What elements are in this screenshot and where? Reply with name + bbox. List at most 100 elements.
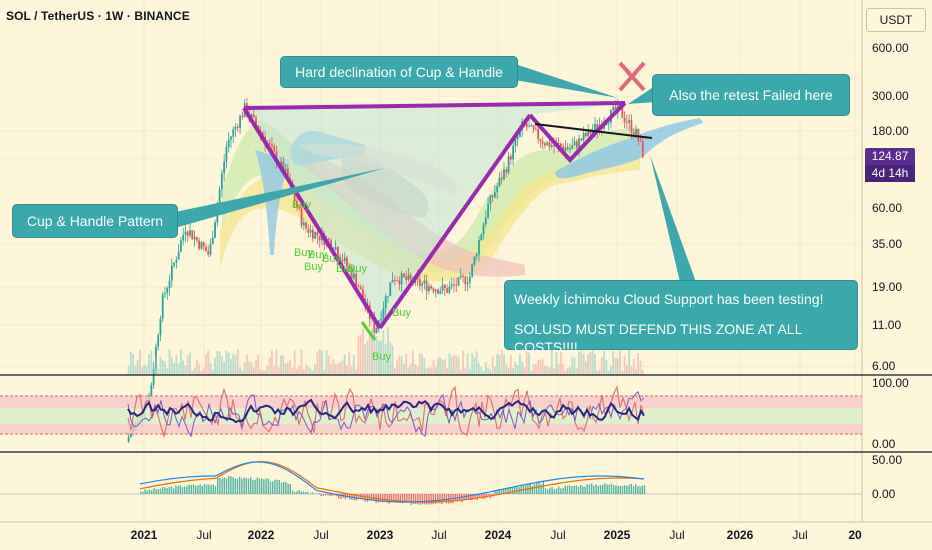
histogram-bar (549, 488, 551, 494)
candle-body (553, 145, 555, 147)
candle-body (418, 279, 421, 286)
histogram-bar (478, 494, 481, 498)
volume-bar (175, 354, 178, 375)
histogram-bar (274, 479, 276, 494)
histogram-bar (247, 478, 250, 494)
volume-bar (300, 349, 303, 375)
volume-bar (437, 358, 439, 375)
volume-bar (314, 364, 317, 375)
price-tick-label: 11.00 (872, 318, 901, 332)
candle-body (302, 222, 305, 226)
histogram-bar (236, 478, 239, 494)
candle-body (239, 115, 241, 128)
histogram-bar (188, 484, 190, 494)
volume-bar (614, 357, 617, 375)
histogram-bar (340, 494, 342, 499)
histogram-bar (164, 487, 166, 494)
histogram-bar (382, 494, 384, 503)
histogram-bar (577, 486, 580, 494)
volume-bar (625, 365, 628, 375)
volume-bar (164, 361, 166, 375)
callout-cloud-support: Weekly İchimoku Cloud Support has been t… (504, 280, 858, 355)
volume-bar (202, 368, 205, 375)
histogram-bar (388, 494, 390, 504)
volume-bar (129, 351, 132, 375)
currency-selector[interactable]: USDT (866, 8, 926, 32)
volume-bar (478, 363, 480, 375)
candle-body (623, 117, 626, 122)
histogram-bar (300, 491, 302, 494)
candle-body (635, 128, 637, 135)
candle-body (503, 169, 505, 180)
volume-bar (289, 359, 292, 375)
volume-bar (373, 333, 376, 375)
volume-bar (507, 367, 510, 375)
candle-body (402, 273, 405, 277)
histogram-bar (245, 477, 247, 494)
histogram-bar (393, 494, 395, 503)
volume-bar (321, 350, 323, 375)
volume-bar (139, 349, 141, 375)
volume-bar (182, 360, 185, 375)
volume-bar (489, 369, 492, 375)
hist-tick-label: 50.00 (872, 453, 902, 467)
volume-bar (525, 350, 528, 375)
volume-bar (468, 368, 471, 375)
volume-bar (494, 366, 496, 375)
candle-body (587, 129, 590, 137)
candle-body (514, 139, 517, 146)
histogram-bar (206, 484, 208, 494)
volume-bar (234, 355, 237, 375)
volume-bar (439, 357, 442, 375)
volume-bar (145, 365, 148, 375)
volume-bar (548, 367, 551, 375)
candle-body (168, 280, 171, 289)
volume-bar (600, 357, 603, 375)
histogram-bar (263, 479, 265, 494)
price-tick-label: 60.00 (872, 201, 902, 215)
volume-bar (580, 350, 583, 375)
candle-body (466, 282, 469, 285)
candle-body (305, 222, 307, 229)
volume-bar (482, 370, 485, 375)
volume-bar (339, 361, 342, 375)
candle-body (628, 120, 631, 123)
volume-bar (380, 340, 383, 375)
volume-bar (587, 354, 590, 375)
histogram-bar (606, 484, 608, 494)
histogram-bar (408, 494, 410, 503)
histogram-bar (426, 494, 428, 505)
time-axis: 2021 Jul 2022 Jul 2023 Jul 2024 Jul 2025 Jul 2026 J… (131, 528, 862, 542)
histogram-bar (294, 492, 296, 494)
symbol-header[interactable]: SOL / TetherUS · 1W · BINANCE (6, 9, 190, 23)
candle-body (407, 275, 410, 280)
candle-body (491, 195, 494, 198)
volume-bar (400, 356, 403, 375)
candle-body (468, 276, 471, 283)
histogram-bar (406, 494, 408, 503)
volume-bar (387, 326, 389, 375)
histogram-bar (228, 476, 230, 494)
candle-body (582, 133, 585, 141)
candle-body (164, 293, 166, 295)
candle-body (494, 192, 496, 198)
volume-bar (207, 350, 210, 375)
volume-bar (396, 360, 398, 375)
volume-bar (366, 340, 369, 375)
candle-body (530, 124, 533, 126)
candle-body (268, 142, 271, 145)
time-tick-label: 2024 (485, 528, 512, 542)
histogram-bar (487, 494, 489, 496)
histogram-bar (564, 485, 566, 494)
candle-body (223, 161, 226, 174)
histogram-bar (329, 494, 331, 497)
pointer-retest (628, 86, 655, 104)
volume-bar (343, 354, 346, 375)
candle-body (309, 229, 312, 233)
volume-bar (377, 340, 380, 375)
volume-bar (352, 354, 355, 375)
candle-body (316, 231, 319, 236)
volume-bar (325, 350, 328, 375)
